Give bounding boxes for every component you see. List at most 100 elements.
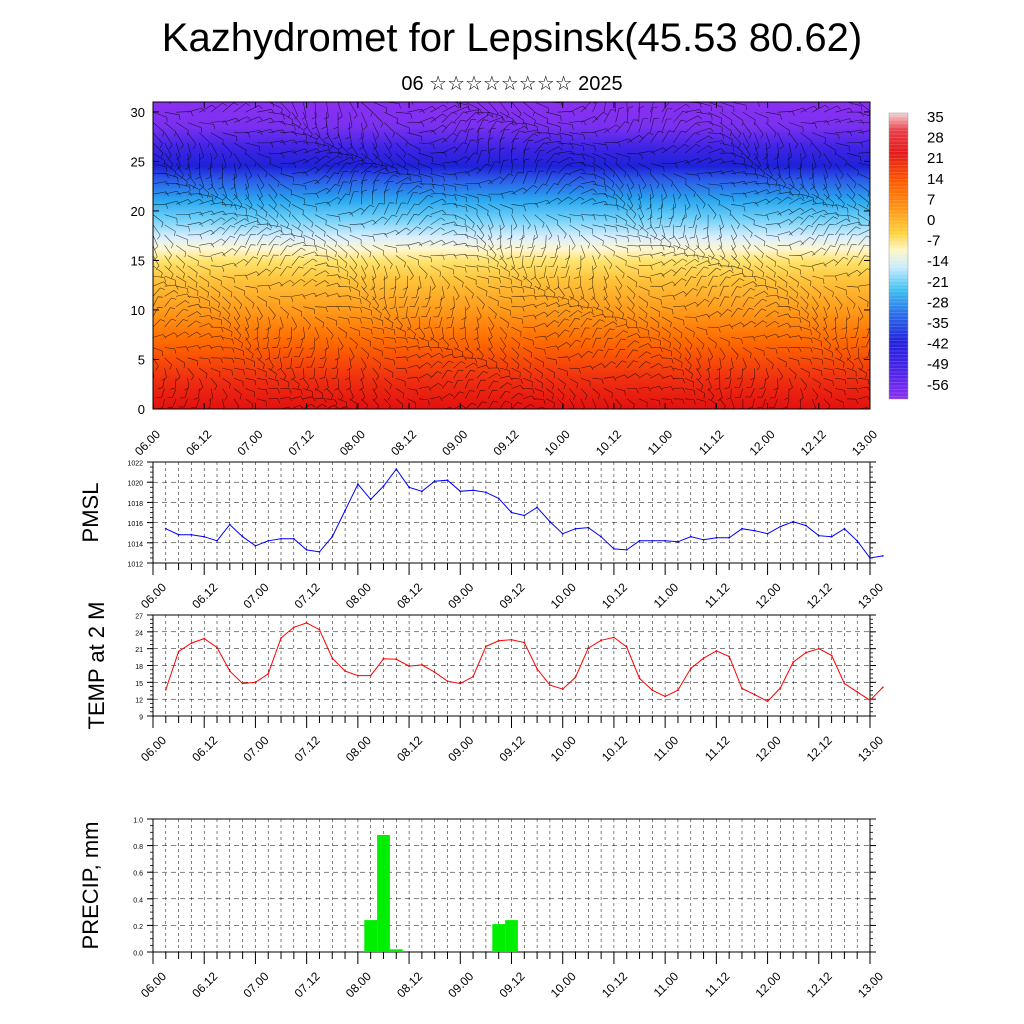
x-tick-label: 11.00 [645, 427, 676, 458]
temp-point [190, 642, 193, 644]
pmsl-point [344, 509, 346, 512]
y-tick-label: 25 [131, 154, 145, 169]
colorbar-label: -49 [927, 356, 949, 373]
pmsl-point [164, 527, 167, 530]
temp-point [638, 677, 641, 680]
colorbar-label: -28 [927, 294, 949, 311]
x-tick-label: 08.12 [394, 580, 425, 611]
temp-point [382, 657, 385, 660]
x-tick-label: 11.12 [702, 580, 733, 611]
pmsl-point [510, 511, 513, 514]
temp-point [689, 667, 692, 670]
x-tick-label: 06.12 [189, 580, 220, 611]
temp-point [216, 646, 218, 649]
temperature-cross-section-panel: 0 5 10 15 20 25 30 06.00 06.12 07.00 07.12 08.00 08… [131, 101, 880, 458]
x-tick-label: 11.00 [651, 733, 682, 764]
pmsl-point [881, 555, 884, 557]
temp-point [446, 680, 449, 683]
temp-point [408, 665, 410, 667]
cross-section-y-axis: 0 5 10 15 20 25 30 [131, 105, 870, 417]
y-tick-label: 15 [131, 253, 145, 268]
pmsl-point [421, 490, 423, 493]
pmsl-point [869, 557, 871, 559]
temp-point [625, 646, 628, 648]
pmsl-point [600, 535, 602, 538]
temp-point [792, 661, 795, 663]
temp-point [753, 693, 756, 696]
temp-point [369, 674, 372, 677]
x-tick-label: 10.12 [593, 427, 624, 458]
colorbar-label: 0 [927, 212, 935, 229]
colorbar-label: -14 [927, 253, 949, 270]
x-tick-label: 09.00 [445, 969, 476, 1000]
colorbar-frame [888, 112, 909, 400]
precip-panel: 0.0 0.2 0.4 0.6 0.8 1.0 06.00 06.12 07.00 07.12 08… [78, 818, 887, 1001]
pmsl-point [613, 548, 615, 550]
temp-point [549, 684, 551, 686]
pmsl-point [638, 539, 641, 542]
x-tick-label: 06.12 [183, 427, 214, 458]
temp-point [228, 670, 231, 672]
pmsl-point [331, 535, 334, 538]
temp-point [613, 636, 615, 639]
x-tick-label: 11.00 [651, 969, 682, 1000]
x-tick-label: 09.12 [490, 427, 521, 458]
colorbar-label: -42 [927, 336, 949, 353]
temp-point [344, 670, 346, 672]
temp-point [702, 657, 705, 660]
pmsl-point [485, 491, 487, 494]
temp-point [164, 688, 167, 691]
x-tick-label: 09.00 [439, 427, 470, 458]
pmsl-point [753, 529, 756, 532]
x-tick-label: 08.00 [343, 733, 374, 764]
pmsl-point [228, 523, 231, 526]
temp-point [830, 654, 833, 657]
pmsl-point [843, 527, 846, 530]
x-tick-label: 12.00 [747, 427, 778, 458]
temp-point [318, 628, 321, 631]
x-tick-label: 10.00 [548, 733, 579, 764]
pmsl-point [433, 480, 436, 483]
temp-point [497, 639, 500, 642]
x-tick-label: 08.12 [388, 427, 419, 458]
temp-point [817, 647, 820, 650]
temp-point [485, 645, 487, 648]
y-tick-label: 24 [135, 630, 143, 637]
pmsl-point [305, 549, 308, 551]
x-tick-label: 07.00 [240, 969, 271, 1000]
temp-point [459, 682, 462, 685]
x-tick-label: 06.00 [132, 427, 163, 458]
temp-point [587, 647, 590, 649]
x-tick-label: 07.00 [240, 733, 271, 764]
pmsl-point [177, 533, 180, 536]
pmsl-point [817, 534, 820, 537]
x-tick-label: 07.12 [286, 427, 317, 458]
x-tick-label: 06.12 [189, 969, 220, 1000]
temp-point [254, 681, 257, 684]
pmsl-point [190, 533, 193, 536]
temp-point [523, 641, 526, 644]
temp-point [779, 687, 782, 689]
x-tick-label: 12.00 [753, 580, 784, 611]
colorbar-label: 14 [927, 171, 944, 188]
x-tick-label: 12.00 [753, 969, 784, 1000]
y-tick-label: 9 [139, 715, 143, 722]
y-tick-label: 1016 [127, 521, 143, 528]
pmsl-point [241, 535, 244, 538]
x-tick-label: 10.12 [599, 580, 630, 611]
y-tick-label: 30 [131, 105, 145, 120]
x-tick-label: 08.12 [394, 969, 425, 1000]
y-axis-label: PMSL [78, 483, 103, 543]
y-axis-label: PRECIP, mm [78, 822, 103, 950]
temp-point [510, 638, 513, 641]
x-tick-label: 08.00 [343, 969, 374, 1000]
colorbar-bands [888, 112, 909, 400]
x-tick-label: 08.00 [343, 580, 374, 611]
pmsl-point [267, 539, 270, 542]
colorbar-ramp [889, 113, 908, 399]
x-tick-label: 07.12 [292, 733, 323, 764]
x-tick-label: 13.00 [855, 969, 886, 1000]
x-tick-label: 11.12 [702, 969, 733, 1000]
pmsl-point [677, 540, 679, 543]
colorbar-label: 21 [927, 150, 944, 167]
